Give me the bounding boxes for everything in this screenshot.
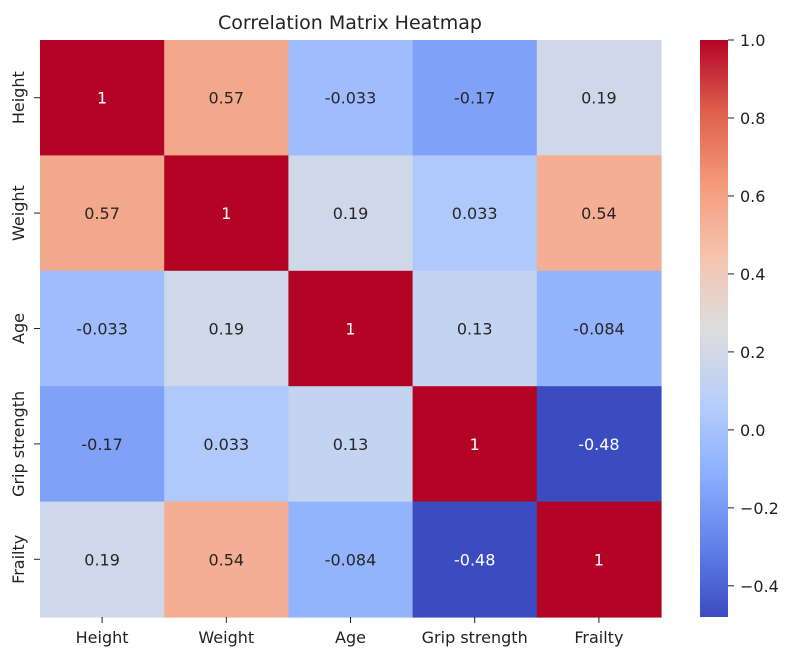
x-axis: Height Weight Age Grip strength Frailty: [76, 617, 623, 647]
x-tick-label: Height: [76, 628, 129, 647]
x-tick-label: Frailty: [574, 628, 623, 647]
colorbar-tick-label: 0.4: [740, 265, 765, 284]
cell-annotation: 0.19: [333, 204, 369, 223]
heatmap-cell: [412, 270, 538, 387]
colorbar: 1.0 0.8 0.6 0.4 0.2 0.0 −0.2 −0.4: [700, 31, 779, 617]
cell-annotation: 0.19: [581, 89, 617, 108]
y-tick-label: Grip strength: [9, 391, 28, 497]
y-tick-label: Weight: [9, 185, 28, 241]
heatmap-cell: [288, 270, 414, 387]
colorbar-tick-label: −0.2: [740, 499, 779, 518]
heatmap-cell: [536, 501, 662, 618]
heatmap-cell: [288, 155, 414, 272]
cell-annotation: -0.033: [76, 320, 128, 339]
heatmap-cell: [536, 155, 662, 272]
cell-annotation: 0.57: [84, 204, 120, 223]
cell-annotations: 1 0.57 -0.033 -0.17 0.19 0.57 1 0.19 0.033 0.54 -0…: [76, 89, 624, 570]
cell-annotation: 0.033: [203, 435, 249, 454]
heatmap-cell: [288, 501, 414, 618]
y-tick-label: Frailty: [9, 535, 28, 584]
cell-annotation: 0.54: [208, 550, 244, 569]
x-tick-label: Weight: [198, 628, 254, 647]
heatmap-cell: [164, 155, 289, 272]
heatmap-cell: [412, 40, 538, 156]
colorbar-tick-label: 0.6: [740, 187, 765, 206]
cell-annotation: -0.17: [81, 435, 122, 454]
cell-annotation: 0.54: [581, 204, 617, 223]
cell-annotation: 0.13: [457, 320, 493, 339]
cell-annotation: -0.084: [325, 550, 377, 569]
heatmap-cell: [412, 386, 538, 503]
heatmap-cell: [164, 386, 289, 503]
colorbar-tick-label: −0.4: [740, 577, 779, 596]
colorbar-gradient: [700, 40, 728, 617]
heatmap-cell: [412, 501, 538, 618]
cell-annotation: -0.084: [573, 320, 625, 339]
cell-annotation: 0.19: [208, 320, 244, 339]
cell-annotation: 0.57: [208, 89, 244, 108]
cell-annotation: 1: [345, 320, 355, 339]
heatmap-cell: [536, 386, 662, 503]
cell-annotation: 1: [470, 435, 480, 454]
heatmap-cell: [40, 270, 165, 387]
cell-annotation: 0.13: [333, 435, 369, 454]
colorbar-tick-label: 1.0: [740, 31, 765, 50]
cell-annotation: 0.033: [452, 204, 498, 223]
heatmap-cell: [288, 40, 414, 156]
cell-annotation: 1: [221, 204, 231, 223]
heatmap-cell: [40, 155, 165, 272]
colorbar-tick-label: 0.2: [740, 343, 765, 362]
heatmap-cell: [40, 501, 165, 618]
y-axis: Height Weight Age Grip strength Frailty: [9, 71, 40, 584]
heatmap-cell: [40, 386, 165, 503]
heatmap-cell: [536, 40, 662, 156]
cell-annotation: -0.033: [325, 89, 377, 108]
y-tick-label: Height: [9, 71, 28, 124]
cell-annotation: 0.19: [84, 550, 120, 569]
heatmap-cell: [164, 501, 289, 618]
heatmap-cell: [40, 40, 165, 156]
colorbar-tick-label: 0.0: [740, 421, 765, 440]
cell-annotation: -0.17: [454, 89, 495, 108]
cell-annotation: -0.48: [454, 550, 495, 569]
chart-title: Correlation Matrix Heatmap: [218, 12, 482, 34]
heatmap-cell: [412, 155, 538, 272]
cell-annotation: 1: [594, 550, 604, 569]
y-tick-label: Age: [9, 313, 28, 344]
cell-annotation: -0.48: [578, 435, 619, 454]
colorbar-tick-label: 0.8: [740, 109, 765, 128]
x-tick-label: Age: [335, 628, 366, 647]
cell-annotation: 1: [97, 89, 107, 108]
heatmap-cell: [536, 270, 662, 387]
heatmap-cell: [164, 270, 289, 387]
x-tick-label: Grip strength: [422, 628, 528, 647]
heatmap-cell: [164, 40, 289, 156]
heatmap-cell: [288, 386, 414, 503]
heatmap-cells: [40, 40, 662, 618]
